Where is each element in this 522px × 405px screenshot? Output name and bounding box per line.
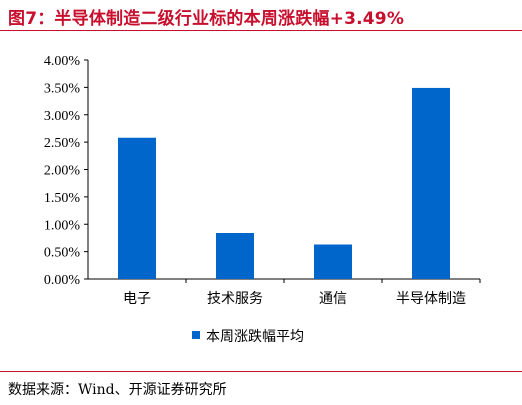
- x-tick-label: 电子: [123, 291, 151, 307]
- data-source: 数据来源：Wind、开源证券研究所: [8, 382, 227, 398]
- y-tick-label: 0.50%: [44, 246, 81, 261]
- bar: [118, 137, 156, 279]
- y-tick-label: 1.50%: [44, 191, 81, 206]
- bar: [314, 244, 352, 279]
- footer-divider: [0, 371, 522, 372]
- y-tick-label: 1.00%: [44, 218, 81, 233]
- y-tick-label: 3.00%: [44, 109, 81, 124]
- y-tick-label: 3.50%: [44, 81, 81, 96]
- legend-swatch: [192, 331, 200, 339]
- x-tick-label: 技术服务: [207, 291, 263, 307]
- bar: [216, 233, 254, 279]
- y-tick-label: 2.50%: [44, 136, 81, 151]
- x-tick-label: 通信: [319, 291, 347, 307]
- y-tick-label: 4.00%: [44, 54, 81, 69]
- bar: [412, 87, 450, 279]
- y-tick-label: 0.00%: [44, 273, 81, 288]
- x-tick-label: 半导体制造: [396, 291, 466, 307]
- title-divider: [0, 30, 522, 31]
- chart-title: 图7：半导体制造二级行业标的本周涨跌幅+3.49%: [8, 9, 405, 29]
- legend-label: 本周涨跌幅平均: [206, 329, 304, 345]
- y-tick-label: 2.00%: [44, 164, 81, 179]
